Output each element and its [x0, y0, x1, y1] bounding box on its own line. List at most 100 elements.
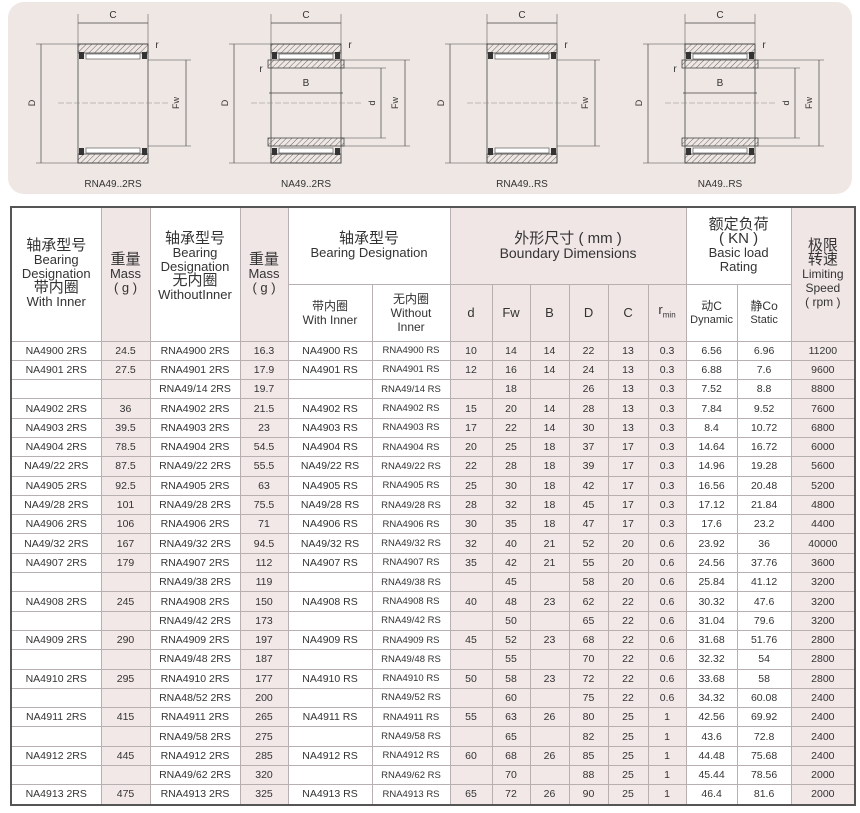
table-cell — [287, 687, 373, 709]
roller-top — [85, 53, 141, 60]
table-row: NA4908 2RS 245 RNA4908 2RS 150 NA4908 RS RNA4… — [10, 591, 856, 612]
label-c: C — [109, 10, 116, 21]
table-cell: 0.3 — [647, 379, 687, 400]
table-cell: 58 — [736, 668, 792, 689]
header-text: Mass — [109, 266, 142, 282]
table-cell: 415 — [100, 707, 151, 728]
table-cell: 51.76 — [736, 629, 792, 651]
table-cell: 36 — [100, 398, 151, 419]
table-cell: 5200 — [790, 475, 856, 496]
table-cell: 25 — [607, 745, 649, 767]
table-cell: 18 — [529, 494, 570, 516]
table-cell: 167 — [100, 533, 151, 554]
table-cell: 1 — [647, 745, 687, 767]
table-cell: 39 — [568, 456, 609, 477]
table-cell: RNA49/62 RS — [371, 765, 451, 786]
table-cell: 63 — [491, 707, 531, 728]
table-cell — [10, 765, 102, 786]
label-outer-d: D — [27, 99, 37, 106]
table-cell: 0.3 — [647, 436, 687, 458]
table-body: NA4900 2RS 24.5 RNA4900 2RS 16.3 NA4900 RS RN… — [10, 340, 856, 806]
table-cell: 31.68 — [685, 629, 738, 651]
table-cell: RNA49/38 2RS — [149, 572, 241, 593]
table-cell — [287, 610, 373, 631]
table-cell: 0.6 — [647, 552, 687, 574]
table-cell: 16.56 — [685, 475, 738, 496]
header-text: Designation — [21, 266, 91, 282]
table-cell: 2400 — [790, 745, 856, 767]
table-cell: 47.6 — [736, 591, 792, 612]
header-text: 动C — [701, 298, 722, 313]
table-cell: 26 — [529, 745, 570, 767]
table-cell: RNA4910 RS — [371, 668, 451, 689]
table-cell: NA4903 2RS — [10, 417, 102, 438]
table-cell: 36 — [736, 533, 792, 554]
table-cell — [10, 687, 102, 709]
table-cell: RNA4905 2RS — [149, 475, 241, 496]
header-text: 轴承型号 — [164, 230, 225, 247]
header-text: ( g ) — [252, 280, 276, 296]
table-cell: RNA49/22 2RS — [149, 456, 241, 477]
table-cell: NA4910 2RS — [10, 668, 102, 689]
table-cell — [529, 687, 570, 709]
table-cell: 2400 — [790, 687, 856, 709]
outer-ring-bottom — [270, 153, 342, 164]
label-b: B — [717, 78, 724, 89]
table-cell: 21.5 — [239, 398, 289, 419]
header-rs-designation: 轴承型号 Bearing Designation — [287, 206, 451, 285]
table-cell: RNA4901 2RS — [149, 359, 241, 381]
table-cell: RNA49/62 2RS — [149, 765, 241, 786]
table-cell: 47 — [568, 514, 609, 535]
table-cell: 21 — [529, 533, 570, 554]
table-cell — [10, 610, 102, 631]
table-cell: 325 — [239, 784, 289, 806]
table-cell: RNA4908 RS — [371, 591, 451, 612]
table-cell: 22 — [607, 649, 649, 670]
table-cell: NA4911 2RS — [10, 707, 102, 728]
table-cell — [287, 379, 373, 400]
table-cell: 4800 — [790, 494, 856, 516]
seal — [335, 52, 340, 59]
header-text: Bearing — [172, 245, 218, 260]
table-cell: 17.12 — [685, 494, 738, 516]
table-cell: RNA4912 2RS — [149, 745, 241, 767]
table-cell: 25 — [607, 707, 649, 728]
table-cell: 65 — [449, 784, 493, 806]
table-cell — [100, 379, 151, 400]
table-cell: 197 — [239, 629, 289, 651]
diagram-caption: RNA49..RS — [496, 179, 548, 190]
table-cell — [529, 572, 570, 593]
table-cell: 23 — [529, 629, 570, 651]
header-text: 额定负荷 — [708, 215, 769, 233]
roller-bottom — [278, 147, 334, 154]
table-cell: 68 — [568, 629, 609, 651]
table-cell: NA4901 RS — [287, 359, 373, 381]
table-cell: 14.96 — [685, 456, 738, 477]
table-cell: 173 — [239, 610, 289, 631]
table-cell: 42 — [568, 475, 609, 496]
table-cell: 27.5 — [100, 359, 151, 381]
seal — [551, 52, 556, 59]
table-cell: RNA49/14 RS — [371, 379, 451, 400]
table-cell: 8.4 — [685, 417, 738, 438]
table-cell: 25 — [491, 436, 531, 458]
table-cell: 0.3 — [647, 417, 687, 438]
seal — [335, 148, 340, 155]
table-cell: RNA49/14 2RS — [149, 379, 241, 400]
table-cell — [449, 649, 493, 670]
table-cell — [449, 572, 493, 593]
table-cell: 55 — [491, 649, 531, 670]
table-cell: 18 — [529, 514, 570, 535]
header-text: WithoutInner — [158, 287, 232, 302]
table-cell: 45.44 — [685, 765, 738, 786]
table-cell: 78.56 — [736, 765, 792, 786]
table-cell: NA4904 RS — [287, 436, 373, 458]
table-cell: 2000 — [790, 765, 856, 786]
table-cell: 4400 — [790, 514, 856, 535]
table-cell: 19.28 — [736, 456, 792, 477]
table-cell: 45 — [568, 494, 609, 516]
table-cell: 0.3 — [647, 456, 687, 477]
seal — [686, 52, 691, 59]
table-cell: 23 — [529, 668, 570, 689]
table-cell: NA4911 RS — [287, 707, 373, 728]
